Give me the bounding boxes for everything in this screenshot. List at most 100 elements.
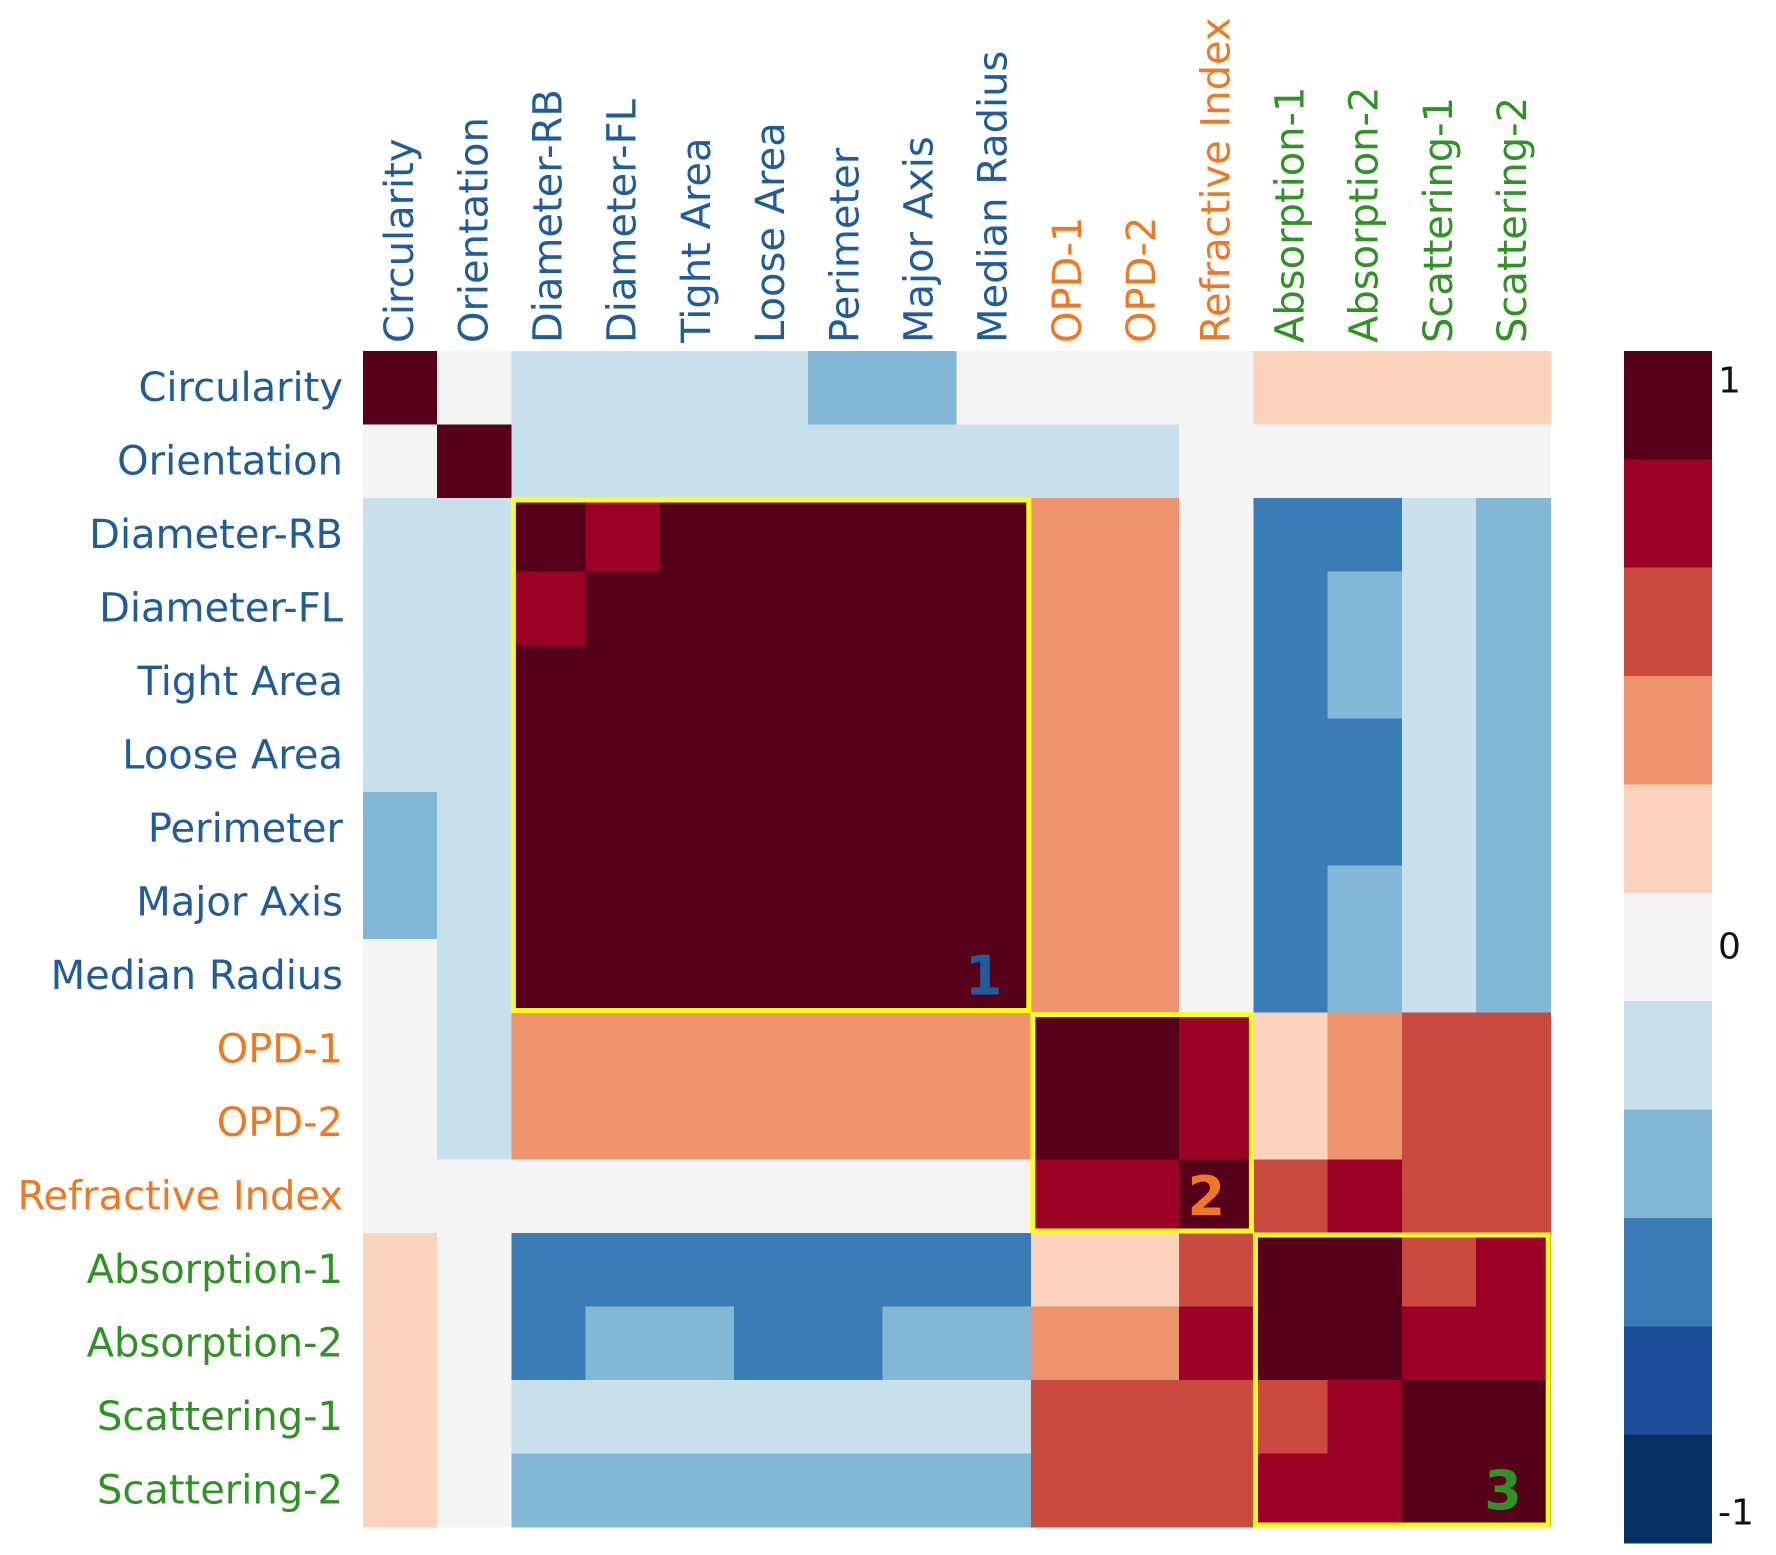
heatmap-cell [511, 1012, 587, 1087]
heatmap-cell [1105, 1306, 1180, 1381]
heatmap-cell [734, 1086, 809, 1161]
column-label: Loose Area [748, 122, 794, 343]
heatmap-cell [882, 424, 958, 499]
block-label: 3 [1484, 1459, 1522, 1522]
row-label: Scattering-2 [97, 1467, 343, 1513]
heatmap-cells [363, 351, 1551, 1528]
heatmap-cell [1401, 939, 1477, 1014]
heatmap-cell [956, 1306, 1032, 1381]
heatmap-cell [808, 1453, 883, 1528]
heatmap-cell [437, 1453, 512, 1528]
heatmap-cell [808, 1012, 883, 1087]
heatmap-cell [882, 645, 958, 720]
heatmap-cell [363, 645, 438, 720]
heatmap-cell [1401, 1233, 1477, 1308]
heatmap-cell [1030, 571, 1106, 646]
heatmap-cell [1327, 865, 1403, 940]
colorbar-tick-label: 0 [1718, 927, 1741, 968]
heatmap-cell [1327, 718, 1403, 793]
heatmap-cell [1476, 1306, 1551, 1381]
heatmap-cell [1327, 1453, 1403, 1528]
heatmap-cell [363, 1380, 438, 1455]
heatmap-cell [1401, 792, 1477, 867]
heatmap-cell [1327, 792, 1403, 867]
heatmap-cell [956, 351, 1032, 426]
heatmap-cell [437, 865, 512, 940]
heatmap-cell [808, 1380, 883, 1455]
block-label: 1 [965, 944, 1003, 1007]
heatmap-cell [1030, 1012, 1106, 1087]
heatmap-cell [1327, 1233, 1403, 1308]
heatmap-cell [1179, 1380, 1254, 1455]
heatmap-cell [956, 1453, 1032, 1528]
heatmap-cell [437, 1159, 512, 1234]
block-outlines: 1 2 3 [510, 497, 1551, 1528]
heatmap-cell [1476, 424, 1551, 499]
heatmap-cell [808, 718, 883, 793]
heatmap-cell [956, 792, 1032, 867]
heatmap-cell [1401, 1012, 1477, 1087]
heatmap-cell [659, 424, 735, 499]
heatmap-cell [437, 1380, 512, 1455]
heatmap-cell [808, 1086, 883, 1161]
heatmap-cell [1179, 865, 1254, 940]
heatmap-cell [585, 1453, 661, 1528]
block-label: 2 [1188, 1165, 1226, 1228]
heatmap-cell [1030, 645, 1106, 720]
heatmap-cell [511, 571, 587, 646]
heatmap-cell [956, 1086, 1032, 1161]
heatmap-cell [1401, 1453, 1477, 1528]
heatmap-cell [437, 1012, 512, 1087]
heatmap-cell [956, 498, 1032, 573]
row-labels: Circularity Orientation Diameter-RB Diamete… [17, 365, 343, 1514]
row-label: Loose Area [122, 732, 343, 778]
heatmap-cell [808, 351, 883, 426]
column-label: Perimeter [822, 147, 868, 343]
heatmap-cell [1030, 939, 1106, 1014]
heatmap-cell [956, 1159, 1032, 1234]
heatmap-cell [1105, 1159, 1180, 1234]
column-label: Scattering-2 [1490, 97, 1536, 343]
heatmap-cell [734, 1306, 809, 1381]
heatmap-cell [437, 571, 512, 646]
heatmap-cell [511, 1380, 587, 1455]
column-label: OPD-1 [1045, 217, 1091, 343]
heatmap-cell [1476, 865, 1551, 940]
heatmap-cell [1253, 718, 1329, 793]
heatmap-cell [956, 1012, 1032, 1087]
heatmap-cell [437, 351, 512, 426]
heatmap-cell [956, 939, 1032, 1014]
heatmap-cell [511, 718, 587, 793]
heatmap-cell [659, 1086, 735, 1161]
heatmap-cell [882, 1380, 958, 1455]
column-labels: Circularity Orientation Diameter-RB Diamete… [377, 17, 1536, 344]
heatmap-cell [1179, 645, 1254, 720]
heatmap-cell [511, 351, 587, 426]
colorbar-segment [1624, 1109, 1712, 1219]
heatmap-cell [585, 498, 661, 573]
block-outline [1252, 1232, 1551, 1528]
heatmap-cell [734, 351, 809, 426]
heatmap-cell [659, 1306, 735, 1381]
heatmap-cell [1401, 424, 1477, 499]
heatmap-cell [1476, 718, 1551, 793]
heatmap-cell [659, 1380, 735, 1455]
heatmap-cell [1327, 1086, 1403, 1161]
row-label: Major Axis [136, 879, 343, 925]
heatmap-cell [956, 1380, 1032, 1455]
row-label: Tight Area [136, 659, 343, 705]
heatmap-cell [882, 1012, 958, 1087]
heatmap-cell [1253, 1159, 1329, 1234]
column-label: OPD-2 [1119, 217, 1165, 343]
heatmap-cell [808, 1233, 883, 1308]
heatmap-cell [1327, 1380, 1403, 1455]
heatmap-cell [808, 792, 883, 867]
row-label: Absorption-2 [87, 1320, 343, 1366]
heatmap-cell [1179, 571, 1254, 646]
heatmap-cell [511, 1306, 587, 1381]
heatmap-cell [808, 865, 883, 940]
heatmap-cell [585, 424, 661, 499]
heatmap-cell [585, 792, 661, 867]
heatmap-cell [882, 351, 958, 426]
